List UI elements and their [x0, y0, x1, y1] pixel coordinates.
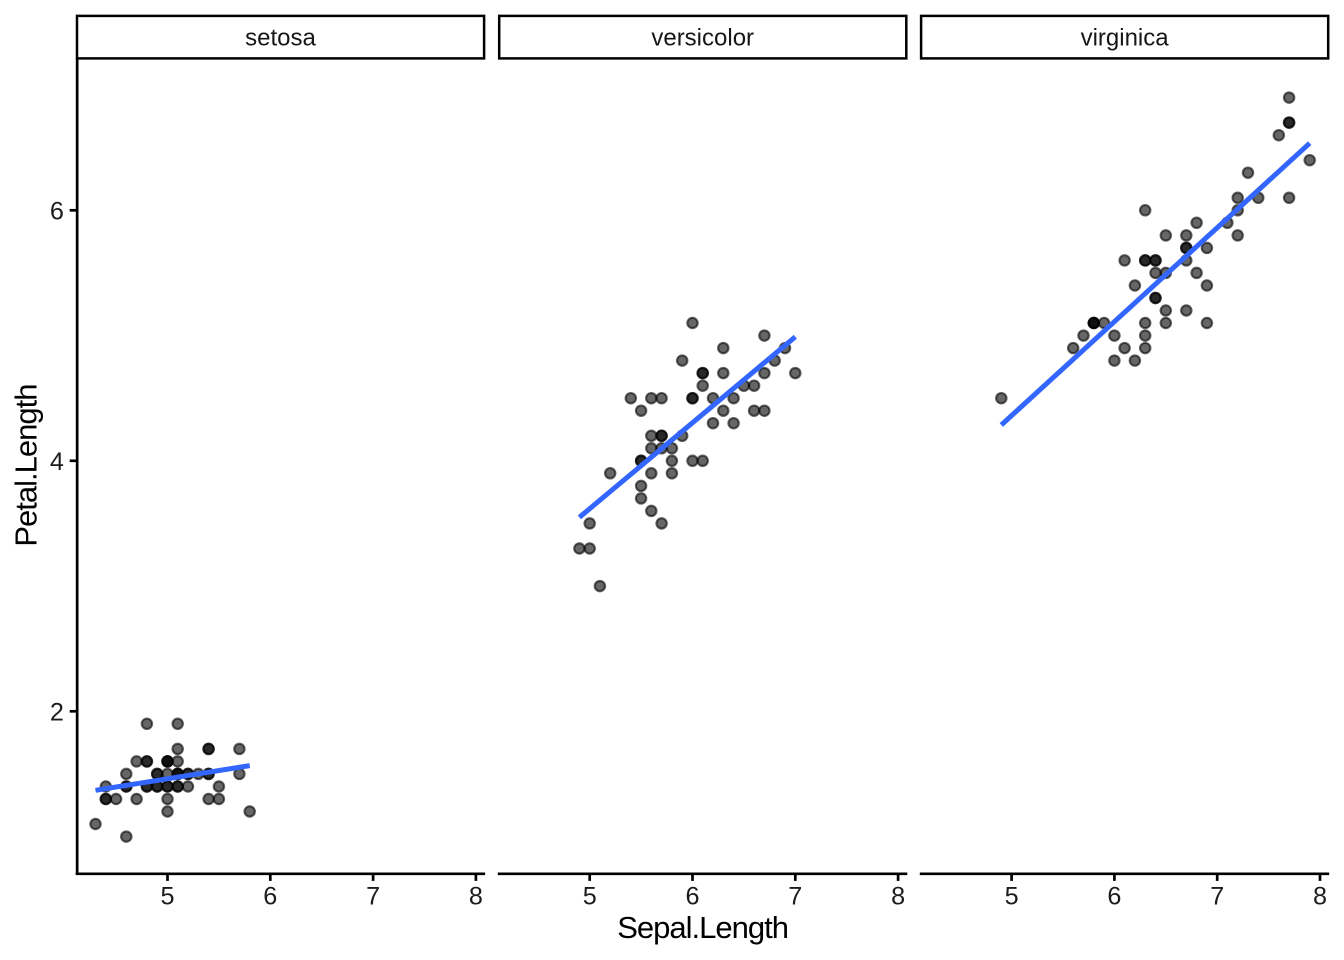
svg-text:7: 7 [366, 883, 380, 911]
svg-text:5: 5 [160, 883, 174, 911]
svg-text:7: 7 [788, 883, 802, 911]
svg-text:virginica: virginica [1081, 25, 1170, 52]
svg-text:4: 4 [50, 448, 64, 476]
svg-text:Sepal.Length: Sepal.Length [617, 910, 788, 945]
svg-text:6: 6 [1107, 883, 1121, 911]
svg-text:Petal.Length: Petal.Length [9, 385, 44, 547]
svg-text:6: 6 [263, 883, 277, 911]
svg-text:setosa: setosa [245, 25, 316, 52]
svg-text:7: 7 [1210, 883, 1224, 911]
svg-text:8: 8 [469, 883, 483, 911]
svg-text:6: 6 [50, 197, 64, 225]
svg-text:5: 5 [1005, 883, 1019, 911]
svg-text:8: 8 [1313, 883, 1327, 911]
svg-text:versicolor: versicolor [651, 25, 754, 52]
svg-text:2: 2 [50, 698, 64, 726]
svg-text:6: 6 [685, 883, 699, 911]
svg-text:5: 5 [583, 883, 597, 911]
svg-text:8: 8 [891, 883, 905, 911]
